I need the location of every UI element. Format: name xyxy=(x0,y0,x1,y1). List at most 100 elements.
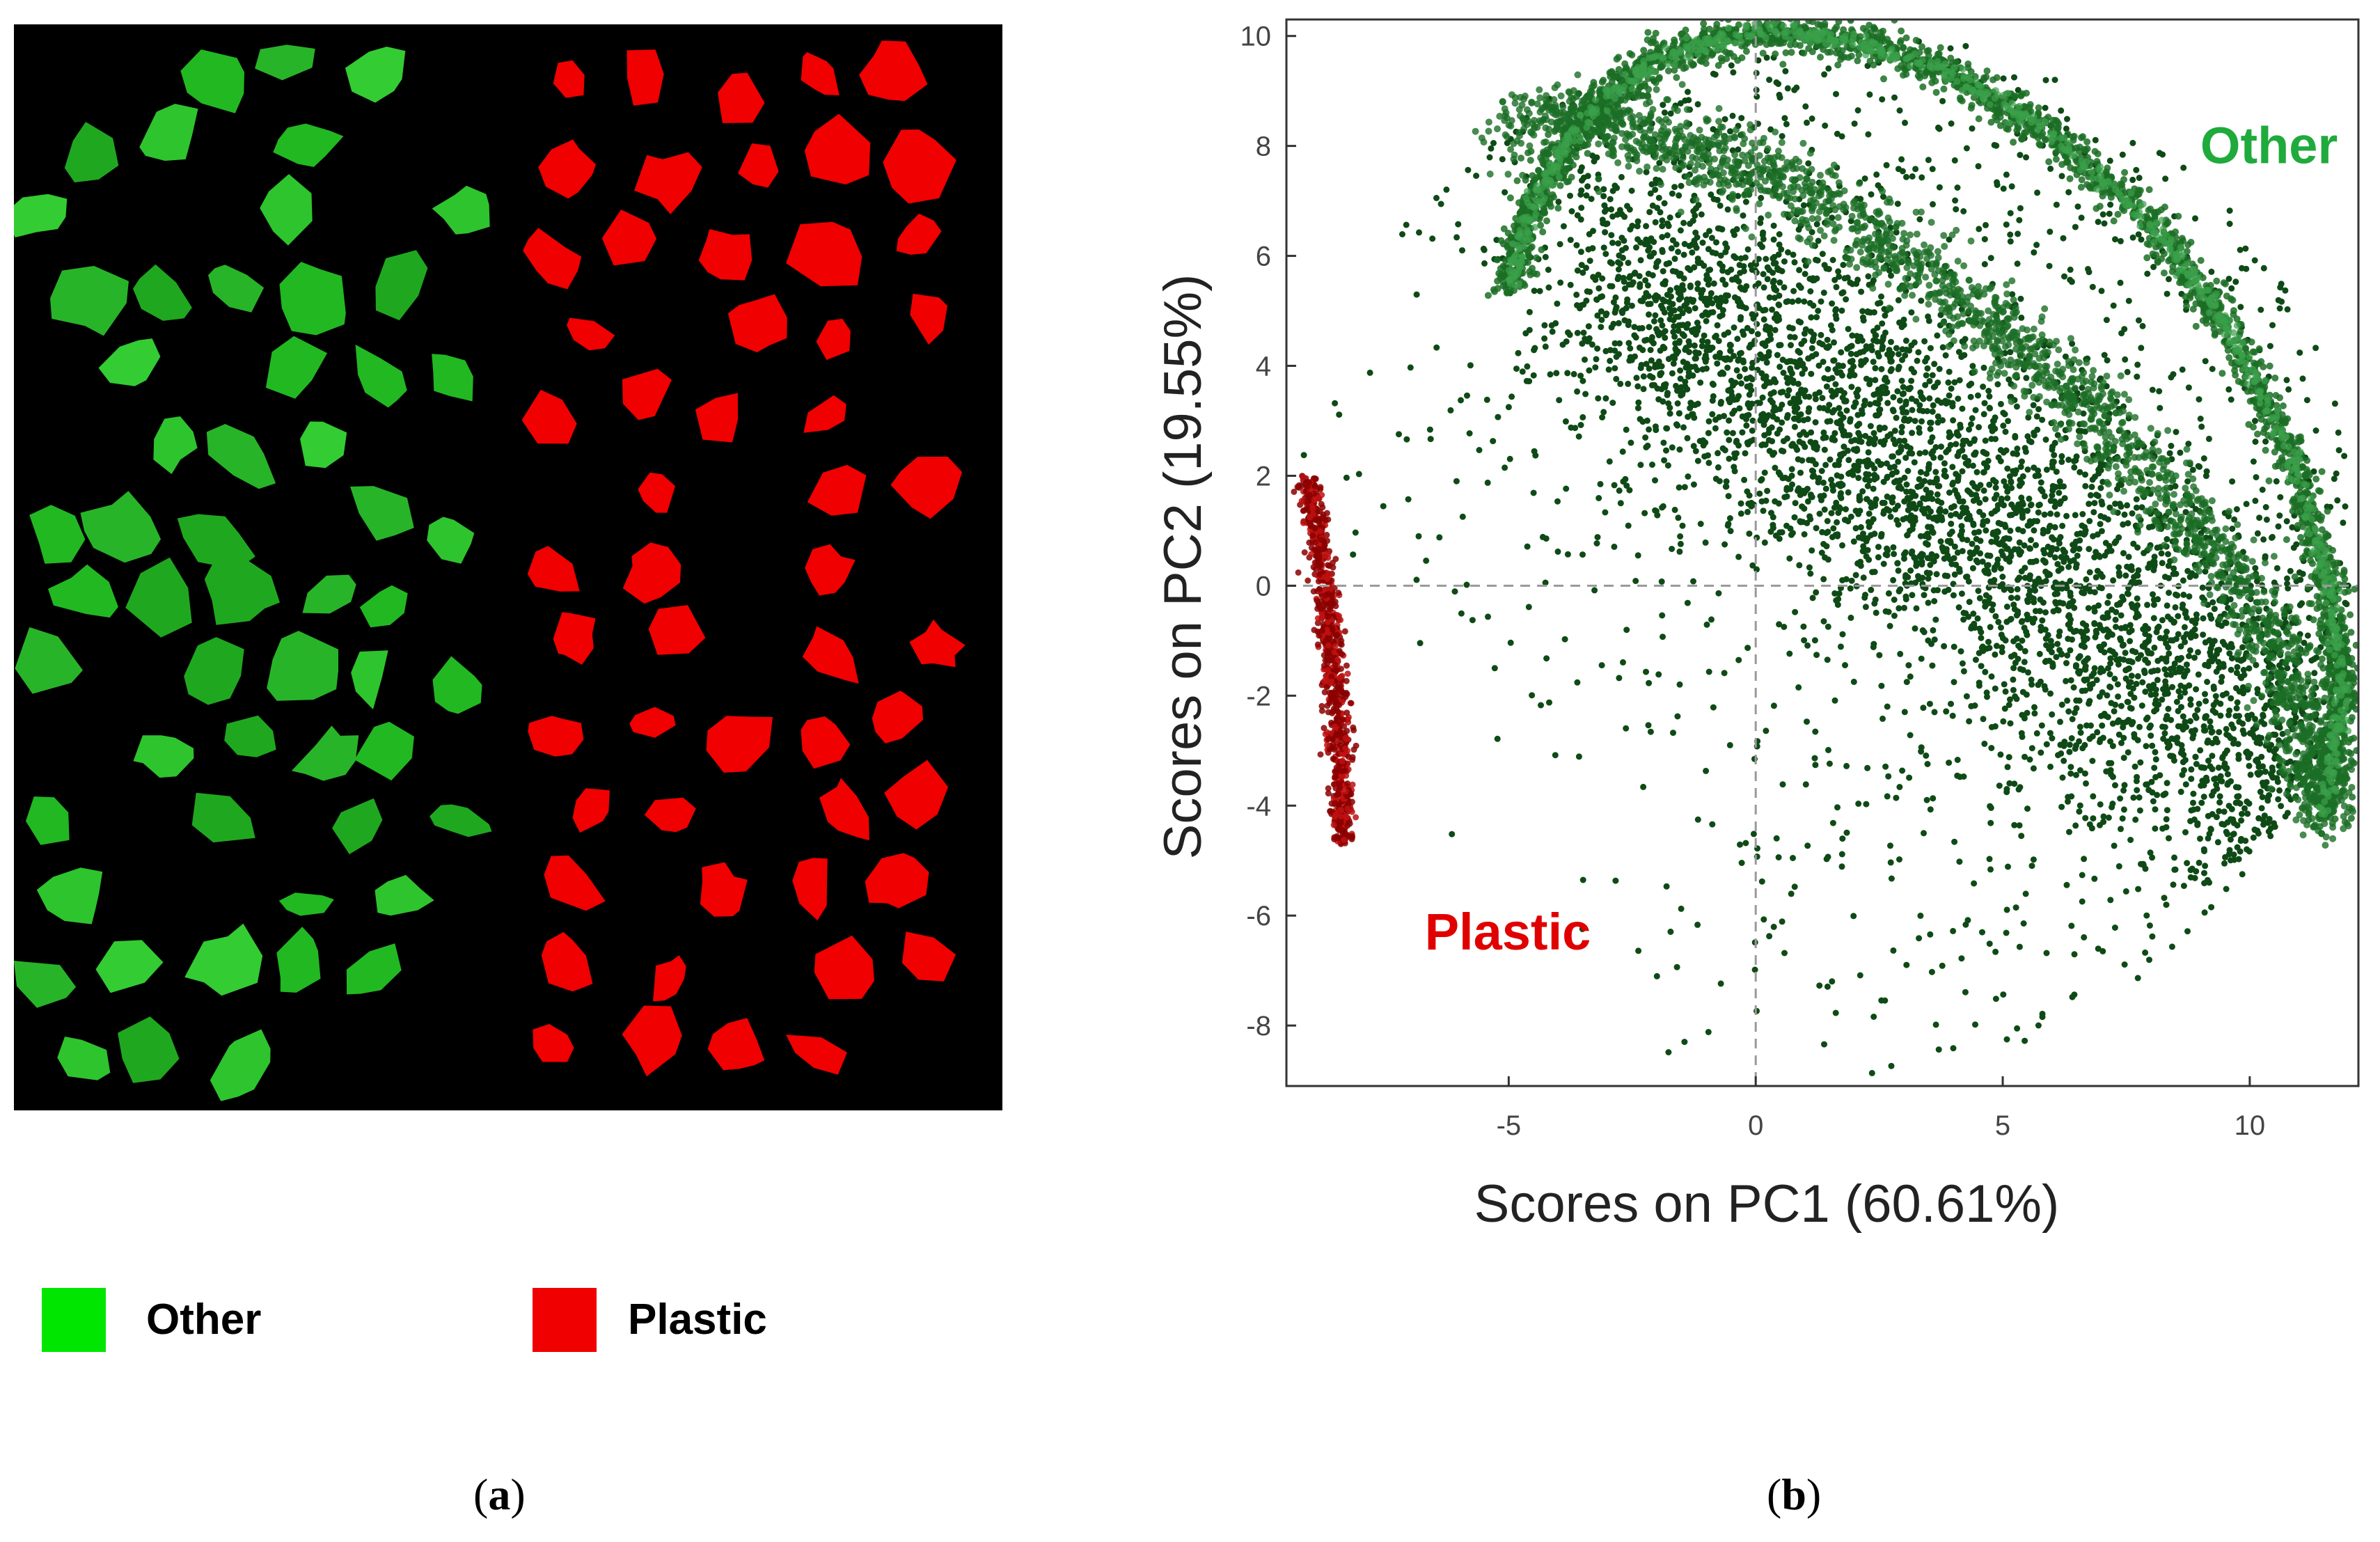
point-other xyxy=(1909,407,1916,414)
point-other xyxy=(1664,292,1671,298)
point-other xyxy=(1968,702,1975,709)
plastic-fragment xyxy=(629,707,676,738)
point-other xyxy=(2122,888,2129,895)
point-other xyxy=(1931,598,1938,604)
point-other xyxy=(2154,792,2161,798)
point-other xyxy=(1625,340,1632,347)
point-other xyxy=(1829,257,1836,263)
point-other xyxy=(2150,668,2157,675)
point-other xyxy=(1649,374,1656,381)
point-other xyxy=(1769,438,1776,445)
point-other xyxy=(1710,704,1717,711)
point-other xyxy=(1632,353,1638,360)
point-other xyxy=(1668,245,1675,252)
point-other xyxy=(2032,473,2039,480)
point-other xyxy=(2184,928,2191,935)
point-other xyxy=(1632,269,1639,276)
point-other xyxy=(2075,669,2081,676)
point-other xyxy=(1776,621,1783,628)
point-other xyxy=(1825,365,1831,372)
point-other xyxy=(2042,77,2049,84)
point-other xyxy=(2107,897,2114,904)
point-other xyxy=(2267,833,2274,840)
point-other xyxy=(1690,481,1697,488)
point-other xyxy=(1666,260,1673,267)
point-other xyxy=(1971,880,1978,887)
point-other xyxy=(1820,492,1827,499)
point-other xyxy=(2134,595,2141,602)
point-other xyxy=(1880,560,1887,567)
point-other xyxy=(2060,235,2067,242)
point-other xyxy=(1950,1045,1957,1052)
point-other xyxy=(2062,353,2069,360)
point-other xyxy=(1879,343,1886,350)
point-other xyxy=(2114,681,2121,688)
point-other xyxy=(1713,239,1719,246)
point-other xyxy=(1926,395,1933,402)
point-other xyxy=(1726,417,1733,424)
point-other xyxy=(1881,508,1887,514)
point-other xyxy=(1895,567,1902,574)
point-other xyxy=(1979,558,1986,565)
point-other xyxy=(1870,644,1877,650)
point-other xyxy=(2106,157,2113,164)
point-other xyxy=(1726,515,1733,521)
point-other xyxy=(1458,610,1465,617)
point-other xyxy=(1875,400,1882,407)
point-other xyxy=(2129,510,2136,517)
point-other xyxy=(1953,206,1960,213)
point-other xyxy=(2104,516,2111,523)
point-other xyxy=(1983,221,1989,228)
point-other xyxy=(1781,950,1788,957)
point-other xyxy=(1892,506,1899,513)
other-fragment xyxy=(276,927,321,993)
point-other xyxy=(2000,75,2007,82)
point-other xyxy=(2218,678,2225,685)
point-other xyxy=(2222,619,2229,626)
point-other xyxy=(1643,223,1650,230)
point-other xyxy=(1443,186,1450,193)
point-other xyxy=(1730,69,1737,76)
point-other xyxy=(2020,920,2027,927)
point-other xyxy=(2262,504,2269,510)
point-other xyxy=(1705,418,1712,425)
point-other xyxy=(1976,682,1983,689)
point-other xyxy=(1865,273,1872,280)
point-other xyxy=(2076,469,2083,475)
point-other xyxy=(1727,528,1734,535)
point-other xyxy=(1839,482,1846,489)
point-other xyxy=(1976,226,1983,233)
point-other xyxy=(1906,450,1913,457)
point-other xyxy=(1612,294,1619,301)
point-other xyxy=(2164,629,2170,635)
point-other xyxy=(1820,576,1827,583)
point-other xyxy=(1943,400,1950,407)
point-other xyxy=(1855,801,1862,807)
point-other xyxy=(2096,693,2103,700)
point-other xyxy=(1758,498,1765,505)
point-other xyxy=(1781,624,1788,630)
point-other xyxy=(2229,478,2236,485)
point-other xyxy=(2035,467,2042,474)
point-other xyxy=(1772,464,1779,471)
point-other xyxy=(1820,359,1827,365)
point-other xyxy=(2042,609,2049,616)
point-other xyxy=(1692,402,1699,409)
point-other xyxy=(1584,183,1591,190)
point-other xyxy=(1602,229,1609,236)
point-other xyxy=(1774,416,1781,423)
point-other xyxy=(1620,274,1627,281)
point-other xyxy=(2269,322,2276,329)
point-other xyxy=(1874,324,1881,331)
plastic-fragment xyxy=(738,143,779,188)
point-other xyxy=(2135,231,2142,238)
point-other xyxy=(1966,718,1973,725)
point-other xyxy=(1652,477,1658,484)
point-other xyxy=(1780,448,1787,455)
point-other xyxy=(2058,458,2065,465)
point-other xyxy=(2241,672,2248,678)
point-other xyxy=(1893,345,1900,352)
point-other xyxy=(1932,383,1939,390)
point-other xyxy=(1646,311,1652,318)
point-other xyxy=(1742,365,1749,372)
